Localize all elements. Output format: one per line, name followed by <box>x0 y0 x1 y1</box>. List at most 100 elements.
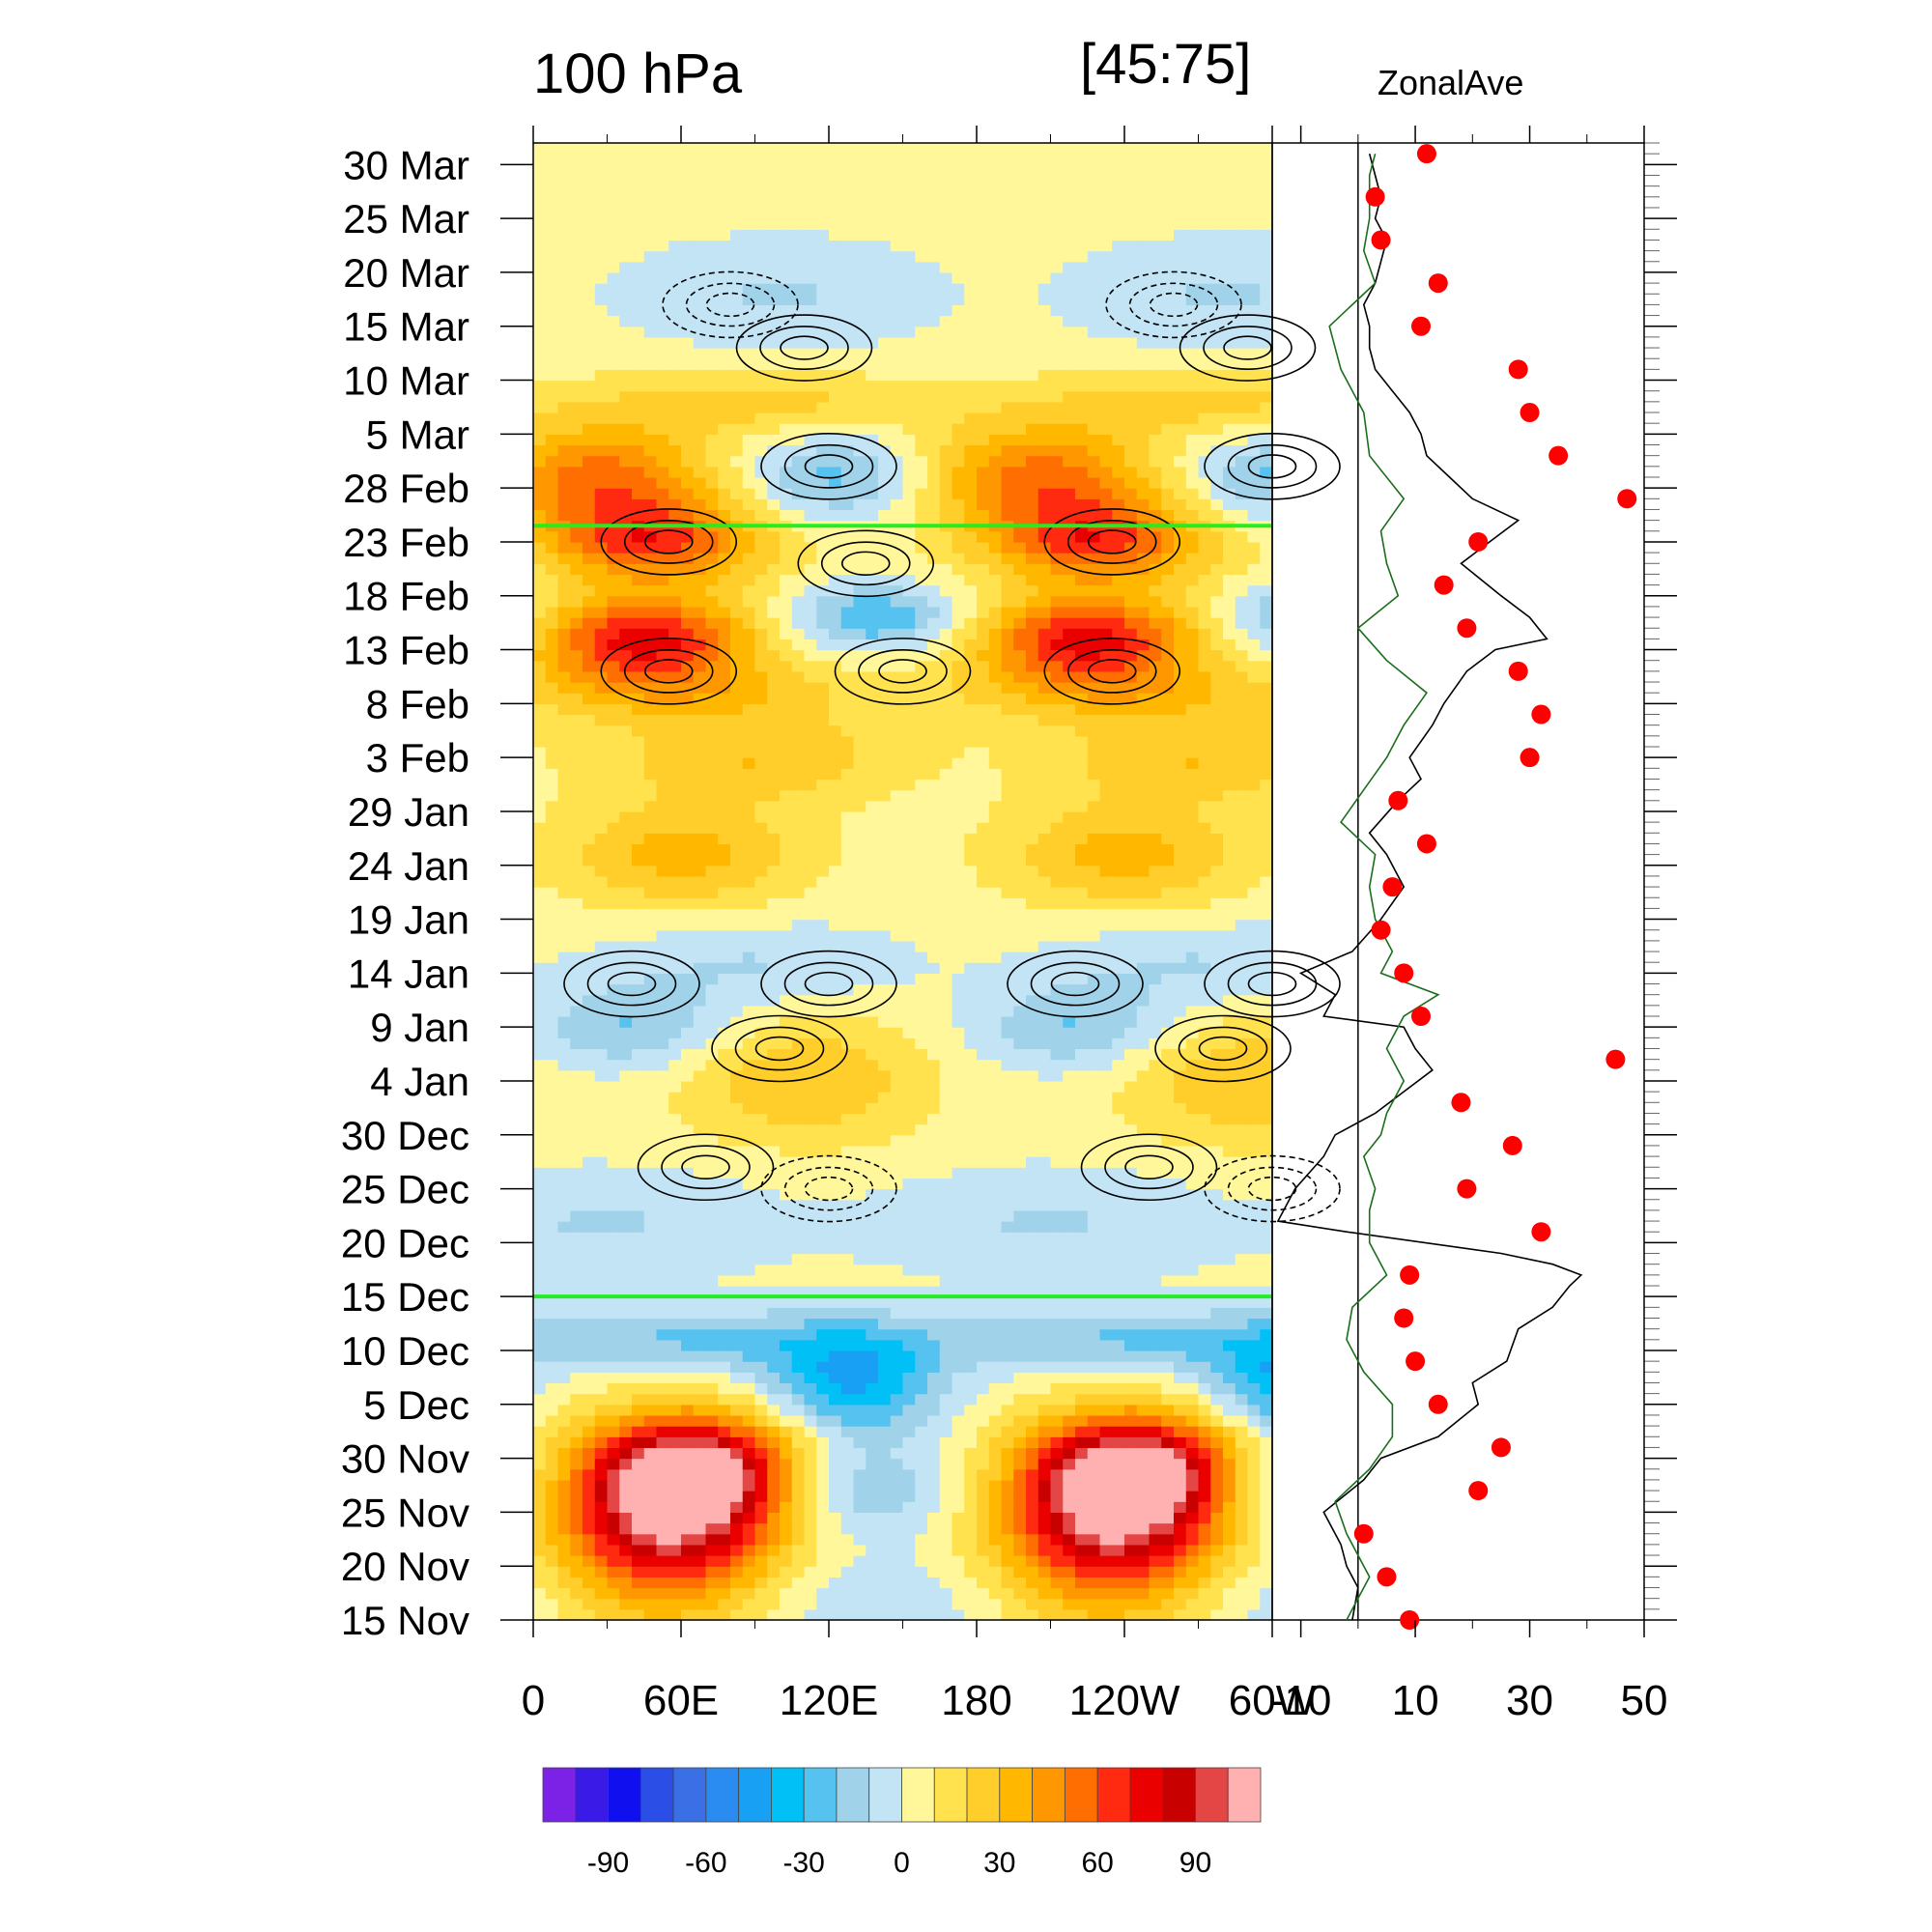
heatmap-cell <box>816 854 830 867</box>
heatmap-cell <box>1112 1372 1125 1384</box>
heatmap-cell <box>1198 1113 1211 1125</box>
heatmap-cell <box>1037 1491 1052 1502</box>
heatmap-cell <box>742 1048 756 1061</box>
heatmap-cell <box>780 1274 793 1287</box>
heatmap-cell <box>780 735 793 748</box>
heatmap-cell <box>866 1587 879 1600</box>
heatmap-cell <box>693 843 707 856</box>
heatmap-cell <box>878 1016 892 1028</box>
heatmap-cell <box>939 1048 953 1061</box>
heatmap-cell <box>890 1393 904 1406</box>
heatmap-cell <box>1185 1458 1200 1470</box>
heatmap-cell <box>705 1608 719 1621</box>
heatmap-cell <box>1198 1587 1211 1600</box>
heatmap-cell <box>1013 1145 1027 1157</box>
heatmap-cell <box>939 919 953 931</box>
heatmap-cell <box>1174 1134 1187 1147</box>
heatmap-cell <box>582 1048 596 1061</box>
heatmap-cell <box>1099 1598 1113 1610</box>
heatmap-cell <box>1174 1598 1187 1610</box>
heatmap-cell <box>643 746 658 758</box>
heatmap-cell <box>582 768 596 781</box>
heatmap-cell <box>804 1522 817 1535</box>
heatmap-cell <box>718 1577 731 1589</box>
heatmap-cell <box>1001 1059 1014 1071</box>
heatmap-cell <box>890 810 904 823</box>
heatmap-cell <box>754 1350 768 1362</box>
heatmap-cell <box>594 1274 609 1287</box>
heatmap-cell <box>656 1069 669 1082</box>
heatmap-cell <box>594 1113 609 1125</box>
heatmap-cell <box>570 1209 583 1222</box>
heatmap-cell <box>1124 1286 1138 1297</box>
heatmap-cell <box>829 1123 842 1136</box>
heatmap-cell <box>878 746 892 758</box>
heatmap-cell <box>767 973 781 985</box>
heatmap-cell <box>754 854 768 867</box>
heatmap-cell <box>730 789 744 802</box>
heatmap-cell <box>582 919 596 931</box>
heatmap-cell <box>791 929 806 942</box>
heatmap-cell <box>1013 1414 1027 1427</box>
heatmap-cell <box>1185 908 1200 921</box>
heatmap-cell <box>1235 1318 1249 1330</box>
heatmap-cell <box>816 1339 830 1351</box>
heatmap-cell <box>754 1436 768 1449</box>
heatmap-cell <box>742 1372 756 1384</box>
heatmap-cell <box>1124 1426 1138 1437</box>
heatmap-cell <box>952 994 965 1007</box>
heatmap-cell <box>767 1350 781 1362</box>
heatmap-cell <box>878 1048 892 1061</box>
heatmap-cell <box>557 1393 571 1406</box>
heatmap-cell <box>545 1113 559 1125</box>
heatmap-cell <box>1198 1566 1211 1577</box>
heatmap-cell <box>1112 1264 1125 1276</box>
heatmap-cell <box>1013 1339 1027 1351</box>
heatmap-cell <box>643 1544 658 1556</box>
heatmap-cell <box>1136 810 1151 823</box>
heatmap-cell <box>1235 908 1249 921</box>
heatmap-cell <box>643 1123 658 1136</box>
heatmap-cell <box>1037 779 1052 791</box>
heatmap-cell <box>754 1382 768 1395</box>
heatmap-cell <box>1124 1414 1138 1427</box>
heatmap-cell <box>668 1286 682 1297</box>
heatmap-cell <box>1063 1188 1076 1201</box>
heatmap-cell <box>964 1501 978 1513</box>
heatmap-cell <box>804 962 817 974</box>
heatmap-cell <box>780 1555 793 1567</box>
heatmap-cell <box>632 810 645 823</box>
heatmap-cell <box>1136 865 1151 877</box>
heatmap-cell <box>780 746 793 758</box>
heatmap-cell <box>693 800 707 812</box>
heatmap-cell <box>681 1080 695 1093</box>
heatmap-cell <box>643 810 658 823</box>
heatmap-cell <box>557 1372 571 1384</box>
heatmap-cell <box>643 1188 658 1201</box>
heatmap-cell <box>730 994 744 1007</box>
heatmap-cell <box>1013 952 1027 963</box>
heatmap-cell <box>1161 1178 1175 1190</box>
heatmap-cell <box>804 1145 817 1157</box>
heatmap-cell <box>619 1253 633 1265</box>
heatmap-cell <box>718 1027 731 1038</box>
heatmap-cell <box>619 1296 633 1308</box>
heatmap-cell <box>780 1134 793 1147</box>
heatmap-cell <box>840 1296 855 1308</box>
heatmap-cell <box>557 1512 571 1524</box>
heatmap-cell <box>791 810 806 823</box>
heatmap-cell <box>1087 1274 1101 1287</box>
heatmap-cell <box>1161 1156 1175 1168</box>
heatmap-cell <box>1075 1598 1089 1610</box>
heatmap-cell <box>607 779 620 791</box>
heatmap-cell <box>1001 1447 1014 1460</box>
heatmap-cell <box>853 854 867 867</box>
heatmap-cell <box>1149 940 1162 952</box>
heatmap-cell <box>632 1059 645 1071</box>
heatmap-cell <box>1099 1134 1113 1147</box>
heatmap-cell <box>730 908 744 921</box>
heatmap-cell <box>1235 779 1249 791</box>
heatmap-cell <box>681 1598 695 1610</box>
heatmap-cell <box>1235 1296 1249 1308</box>
heatmap-cell <box>1112 887 1125 898</box>
